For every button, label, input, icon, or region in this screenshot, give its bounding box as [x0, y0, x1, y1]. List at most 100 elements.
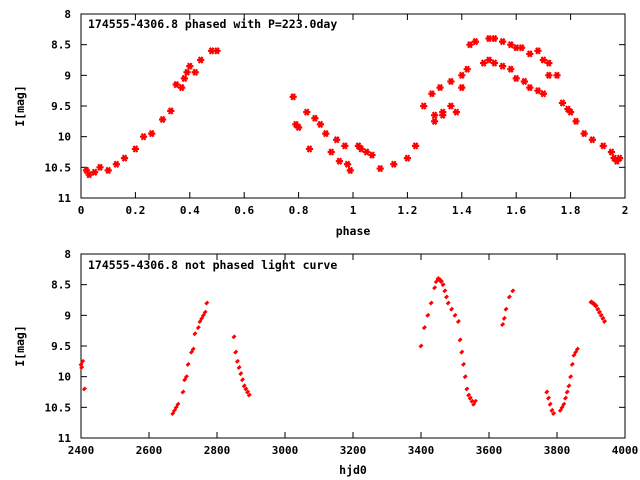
data-point	[602, 318, 608, 324]
data-point	[463, 65, 471, 73]
data-point	[588, 136, 596, 144]
data-point	[240, 377, 245, 383]
data-point	[202, 309, 208, 315]
data-point	[178, 83, 186, 92]
data-point	[520, 77, 528, 86]
data-point	[466, 40, 474, 49]
data-point	[615, 154, 624, 162]
data-point	[590, 300, 596, 306]
x-tick-label: 0.6	[234, 204, 254, 217]
data-point	[490, 59, 499, 67]
x-axis-label: phase	[336, 224, 371, 238]
data-point	[295, 123, 303, 132]
data-point	[172, 80, 180, 89]
data-point	[104, 166, 112, 175]
axis-ticks: 0 0.2 0.4 0.6 0.8 1 1.2 1.4 1.6 1.8 2 8 8.5 9 9.5 10 10.…	[45, 8, 629, 217]
data-point	[368, 151, 376, 159]
data-point	[490, 34, 499, 43]
data-point	[501, 315, 507, 321]
data-point	[447, 102, 455, 110]
y-tick-label: 9.5	[51, 100, 71, 113]
data-point	[467, 395, 473, 401]
data-points	[82, 34, 624, 179]
axis-ticks: 2400 2600 2800 3000 3200 3400 3600 3800 4000 8 8.5…	[45, 248, 639, 457]
data-point	[131, 145, 139, 153]
x-tick-label: 2800	[204, 444, 231, 457]
data-point	[449, 306, 455, 312]
y-tick-label: 11	[58, 192, 72, 205]
data-point	[445, 300, 451, 306]
y-tick-label: 9	[64, 69, 71, 82]
data-point	[503, 306, 509, 312]
y-axis-label: I[mag]	[13, 325, 27, 367]
data-point	[376, 164, 384, 173]
data-point	[466, 392, 472, 398]
data-point	[593, 303, 599, 309]
data-point	[327, 148, 335, 156]
data-point	[238, 371, 244, 377]
phased-light-curve-panel: 0 0.2 0.4 0.6 0.8 1 1.2 1.4 1.6 1.8 2 8 8.5 9 9.5 10 10.…	[13, 8, 628, 238]
x-tick-label: 0.8	[289, 204, 309, 217]
data-point	[183, 374, 189, 380]
data-point	[167, 107, 175, 115]
x-tick-label: 1.4	[452, 204, 472, 217]
data-point	[572, 117, 580, 126]
y-tick-label: 11	[58, 432, 72, 445]
data-point	[183, 68, 191, 76]
data-point	[195, 325, 201, 331]
x-tick-label: 1.2	[397, 204, 417, 217]
data-point	[558, 99, 567, 107]
chart-title: 174555-4306.8 phased with P=223.0day	[88, 17, 337, 31]
data-point	[485, 56, 493, 64]
data-point	[499, 37, 507, 46]
data-point	[591, 301, 597, 307]
data-point	[431, 117, 439, 126]
data-point	[418, 343, 424, 349]
data-point	[243, 386, 249, 392]
data-point	[507, 65, 515, 73]
data-point	[120, 154, 129, 162]
data-point	[190, 346, 196, 352]
data-point	[180, 389, 186, 395]
data-point	[341, 142, 349, 150]
data-point	[546, 395, 551, 401]
data-point	[563, 395, 568, 401]
data-point	[595, 306, 601, 312]
y-tick-label: 9.5	[51, 340, 71, 353]
data-point	[436, 83, 444, 92]
data-point	[191, 68, 199, 76]
y-tick-label: 10	[58, 371, 71, 384]
data-point	[333, 136, 341, 144]
data-point	[180, 74, 188, 83]
x-tick-label: 4000	[612, 444, 639, 457]
data-point	[186, 62, 194, 70]
data-point	[588, 299, 594, 305]
y-tick-label: 8.5	[51, 279, 71, 292]
y-tick-label: 8.5	[51, 39, 71, 52]
unphased-light-curve-panel: 2400 2600 2800 3000 3200 3400 3600 3800 4000 8 8.5…	[13, 248, 638, 477]
data-point	[192, 331, 198, 337]
x-tick-label: 0.2	[125, 204, 145, 217]
data-point	[564, 389, 570, 395]
x-tick-label: 1.8	[561, 204, 581, 217]
data-point	[580, 129, 588, 138]
y-tick-label: 10.5	[45, 401, 72, 414]
data-point	[335, 157, 343, 165]
data-point	[420, 102, 428, 110]
data-point	[539, 56, 547, 64]
data-point	[85, 171, 93, 179]
x-tick-label: 0	[78, 204, 85, 217]
data-point	[500, 322, 506, 328]
data-point	[390, 160, 398, 168]
x-tick-label: 1	[350, 204, 357, 217]
plot-frame	[80, 253, 626, 439]
data-point	[462, 374, 468, 380]
data-point	[431, 111, 439, 119]
data-point	[461, 361, 466, 367]
y-tick-label: 8	[64, 8, 71, 21]
data-point	[471, 37, 479, 46]
data-point	[241, 383, 247, 389]
data-point	[458, 83, 466, 92]
data-point	[246, 392, 252, 398]
x-tick-label: 2	[622, 204, 629, 217]
